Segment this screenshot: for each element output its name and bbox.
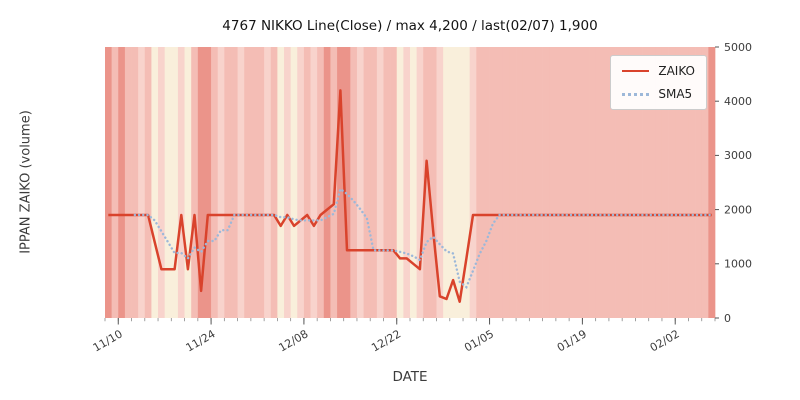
y-tick-label: 1000 bbox=[724, 258, 752, 271]
x-tick-label: 12/08 bbox=[276, 327, 310, 354]
x-tick-label: 11/10 bbox=[91, 327, 125, 354]
chart-title: 4767 NIKKO Line(Close) / max 4,200 / las… bbox=[222, 18, 598, 34]
legend-entry-zaiko: ZAIKO bbox=[622, 64, 695, 78]
x-axis-label: DATE bbox=[392, 369, 428, 385]
x-tick-label: 01/05 bbox=[462, 327, 496, 354]
x-tick-label: 01/19 bbox=[555, 327, 589, 354]
y-axis-label: IPPAN ZAIKO (volume) bbox=[18, 110, 34, 254]
y-tick-label: 0 bbox=[724, 312, 731, 325]
x-tick-label: 02/02 bbox=[648, 327, 682, 354]
legend-label-zaiko: ZAIKO bbox=[658, 64, 695, 78]
y-tick-label: 5000 bbox=[724, 41, 752, 54]
sma5-sample bbox=[622, 92, 650, 96]
background-bands bbox=[105, 47, 716, 318]
y-tick-label: 2000 bbox=[724, 203, 752, 216]
legend: ZAIKO SMA5 bbox=[610, 55, 707, 110]
zaiko-line bbox=[108, 89, 712, 303]
y-tick-label: 4000 bbox=[724, 95, 752, 108]
y-tick-label: 3000 bbox=[724, 149, 752, 162]
y-axis: 0 1000 2000 3000 4000 5000 bbox=[715, 41, 752, 325]
x-tick-label: 11/24 bbox=[184, 327, 218, 354]
x-tick-label: 12/22 bbox=[369, 327, 403, 354]
x-axis: 11/10 11/24 12/08 12/22 01/05 01/19 02/02 bbox=[91, 318, 716, 354]
sma5-line bbox=[133, 186, 713, 290]
legend-entry-sma5: SMA5 bbox=[622, 87, 695, 101]
legend-label-sma5: SMA5 bbox=[658, 87, 693, 101]
zaiko-sample bbox=[622, 70, 650, 72]
